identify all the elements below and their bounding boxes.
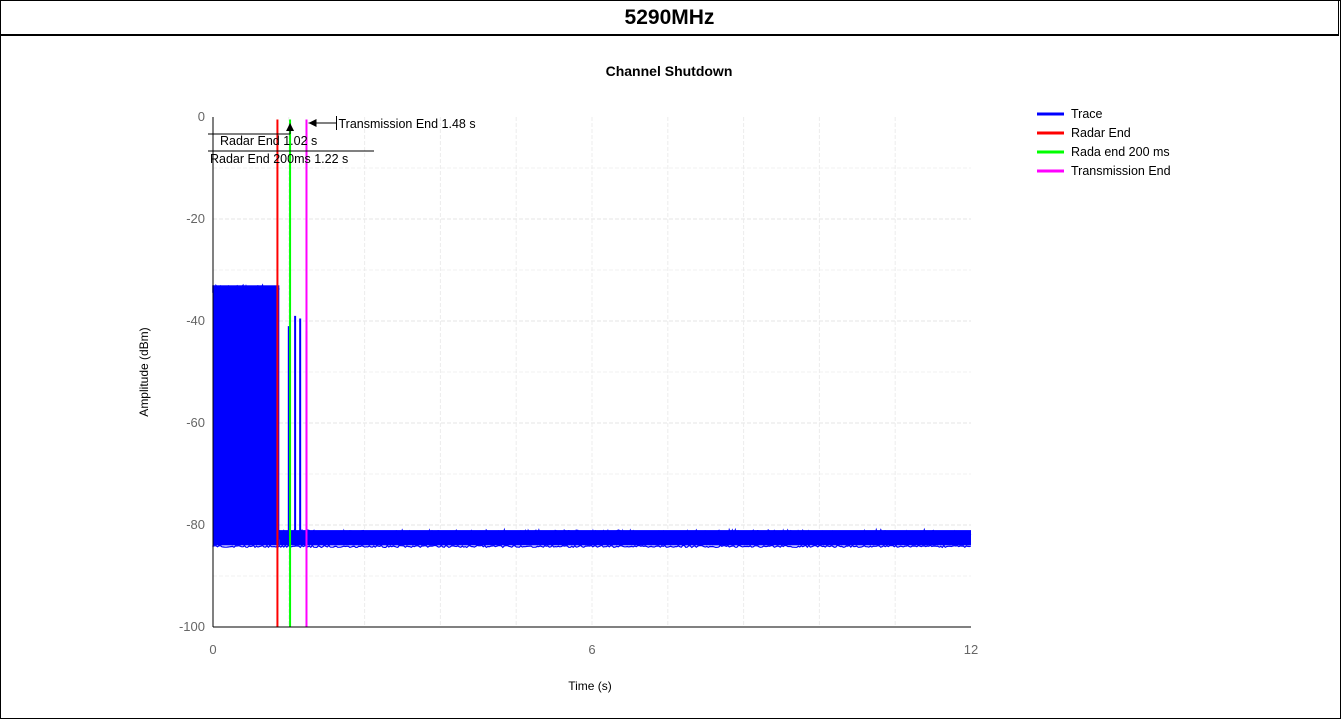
annotation-arrowhead [286, 123, 295, 131]
axes [212, 117, 971, 628]
legend-entry: Trace [1071, 107, 1103, 121]
annotation-arrowhead [308, 119, 317, 127]
trace-line [278, 527, 972, 544]
x-tick-label: 12 [964, 642, 978, 657]
y-axis-label: Amplitude (dBm) [137, 327, 151, 416]
legend-entry: Transmission End [1071, 164, 1171, 178]
trace-line [278, 544, 971, 549]
legend-entry: Rada end 200 ms [1071, 145, 1170, 159]
x-tick-label: 0 [209, 642, 216, 657]
trace-line [212, 544, 280, 549]
y-tick-label: -20 [186, 211, 205, 226]
annotation-radar-end: Radar End 1.02 s [220, 134, 317, 148]
legend: Trace Radar End Rada end 200 ms Transmissio… [1037, 107, 1171, 178]
y-tick-label: -40 [186, 313, 205, 328]
channel-shutdown-chart: Channel Shutdown Time (s) Amplitude (dBm… [137, 63, 1171, 693]
y-tick-label: -100 [179, 619, 205, 634]
y-tick-label: -80 [186, 517, 205, 532]
page-header: 5290MHz [0, 0, 1339, 36]
grid [213, 117, 971, 627]
x-axis-label: Time (s) [568, 679, 612, 693]
marker-lines [276, 119, 308, 627]
trace-band [213, 285, 280, 546]
x-tick-label: 6 [588, 642, 595, 657]
chart-title: Channel Shutdown [606, 63, 733, 79]
annotation-radar-end-200ms: Radar End 200ms 1.22 s [210, 152, 348, 166]
y-tick-label: -60 [186, 415, 205, 430]
chart-area: Channel Shutdown Time (s) Amplitude (dBm… [0, 36, 1341, 719]
tick-labels: 0 -20 -40 -60 -80 -100 0 6 12 [179, 109, 978, 657]
annotations: Transmission End 1.48 s Radar End 1.02 s R… [208, 116, 476, 166]
trace-line [212, 283, 280, 296]
legend-entry: Radar End [1071, 126, 1131, 140]
header-title: 5290MHz [624, 5, 715, 29]
y-tick-label: 0 [198, 109, 205, 124]
annotation-transmission-end: Transmission End 1.48 s [338, 117, 475, 131]
